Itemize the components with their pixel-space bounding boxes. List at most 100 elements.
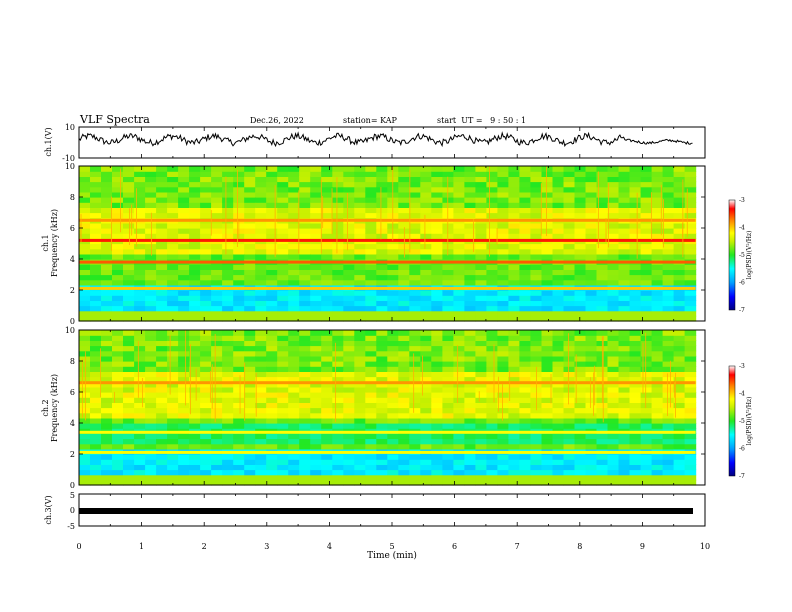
- colorbar-tick-label: -3: [739, 363, 745, 370]
- spectrogram-cell: [310, 295, 322, 301]
- spectrogram-cell: [398, 345, 410, 352]
- spectrogram-cell: [200, 376, 212, 383]
- spectrogram-cell: [332, 355, 344, 362]
- spectrogram-cell: [486, 417, 498, 424]
- spectrogram-cell: [167, 402, 179, 409]
- spectrogram-cell: [662, 386, 675, 393]
- spectrogram-cell: [255, 207, 267, 214]
- spectrogram-cell: [574, 397, 587, 403]
- spectrogram-cell: [222, 295, 234, 301]
- spectrogram-cell: [420, 340, 432, 347]
- spectrogram-cell: [244, 315, 256, 322]
- spectrogram-cell: [640, 340, 653, 347]
- spectrogram-cell: [189, 315, 201, 322]
- spectrogram-cell: [618, 412, 631, 419]
- spectrogram-cell: [156, 171, 168, 177]
- spectrogram-cell: [640, 335, 653, 341]
- spectrogram-cell: [574, 228, 587, 234]
- spectrogram-cell: [266, 248, 278, 255]
- spectrogram-cell: [354, 340, 366, 347]
- spectrogram-cell: [233, 386, 245, 393]
- ch2-colorbar-tick-labels: -3-4-5-6-7: [739, 363, 745, 480]
- spectrogram-cell: [211, 243, 223, 250]
- spectrogram-cell: [277, 371, 289, 378]
- spectrogram-cell: [640, 202, 653, 208]
- spectrogram-cell: [145, 222, 157, 229]
- spectrogram-cell: [288, 248, 300, 255]
- spectrogram-cell: [266, 290, 278, 296]
- spectrogram-cell: [156, 274, 168, 281]
- spectrogram-cell: [321, 381, 333, 388]
- spectrogram-cell: [123, 176, 135, 183]
- spectrogram-cell: [618, 253, 631, 260]
- spectrogram-cell: [673, 202, 686, 208]
- spectrogram-cell: [508, 186, 520, 193]
- spectrogram-cell: [321, 243, 333, 250]
- spectrogram-cell: [277, 402, 289, 409]
- spectrogram-cell: [662, 253, 675, 260]
- spectrogram-cell: [145, 386, 157, 393]
- spectrogram-cell: [79, 290, 91, 296]
- spectrogram-cell: [310, 335, 322, 341]
- spectrogram-cell: [310, 330, 322, 336]
- spectrogram-cell: [101, 243, 113, 250]
- spectrogram-cell: [90, 381, 102, 388]
- spectrogram-cell: [266, 381, 278, 388]
- spectrogram-cell: [244, 295, 256, 301]
- spectrogram-cell: [684, 202, 697, 208]
- spectrogram-cell: [640, 371, 653, 378]
- spectrogram-cell: [629, 300, 642, 307]
- spectrogram-cell: [475, 335, 487, 341]
- spectrogram-cell: [596, 264, 609, 270]
- spectrogram-cell: [596, 166, 609, 172]
- spectrogram-cell: [145, 381, 157, 388]
- spectrogram-cell: [310, 248, 322, 255]
- spectrogram-cell: [640, 310, 653, 317]
- spectrogram-cell: [90, 438, 102, 445]
- spectrogram-cell: [618, 474, 631, 481]
- spectrogram-cell: [464, 469, 476, 476]
- spectrogram-cell: [563, 340, 576, 347]
- spectrogram-cell: [640, 443, 653, 450]
- spectrogram-cell: [607, 233, 620, 239]
- spectrogram-cell: [640, 454, 653, 460]
- spectrogram-cell: [178, 366, 190, 372]
- spectrogram-cell: [299, 248, 311, 255]
- spectrogram-cell: [211, 376, 223, 383]
- spectrogram-cell: [552, 290, 565, 296]
- spectrogram-cell: [519, 474, 531, 481]
- spectrogram-cell: [244, 371, 256, 378]
- spectrogram-cell: [112, 191, 124, 198]
- spectrogram-cell: [156, 345, 168, 352]
- spectrogram-cell: [585, 454, 598, 460]
- spectrogram-cell: [409, 207, 421, 214]
- spectrogram-cell: [101, 264, 113, 270]
- spectrogram-cell: [596, 253, 609, 260]
- spectrogram-cell: [332, 295, 344, 301]
- spectrogram-cell: [475, 233, 487, 239]
- spectrogram-cell: [178, 181, 190, 188]
- spectrogram-cell: [618, 233, 631, 239]
- spectrogram-cell: [552, 371, 565, 378]
- spectrogram-cell: [332, 412, 344, 419]
- spectrogram-cell: [420, 207, 432, 214]
- spectrogram-cell: [673, 469, 686, 476]
- spectrogram-cell: [475, 423, 487, 429]
- spectrogram-cell: [134, 412, 146, 419]
- spectrogram-cell: [211, 295, 223, 301]
- spectrogram-cell: [574, 330, 587, 336]
- spectrogram-cell: [497, 310, 509, 317]
- spectrogram-cell: [409, 479, 421, 486]
- spectrogram-cell: [134, 397, 146, 403]
- spectrogram-cell: [211, 479, 223, 486]
- spectrogram-cell: [354, 433, 366, 440]
- spectrogram-cell: [211, 191, 223, 198]
- spectrogram-cell: [233, 274, 245, 281]
- spectrogram-cell: [486, 295, 498, 301]
- spectrogram-cell: [101, 371, 113, 378]
- spectrogram-cell: [376, 176, 388, 183]
- spectrogram-cell: [640, 274, 653, 281]
- spectrogram-cell: [618, 350, 631, 357]
- spectrogram-cell: [79, 459, 91, 465]
- spectrogram-cell: [233, 295, 245, 301]
